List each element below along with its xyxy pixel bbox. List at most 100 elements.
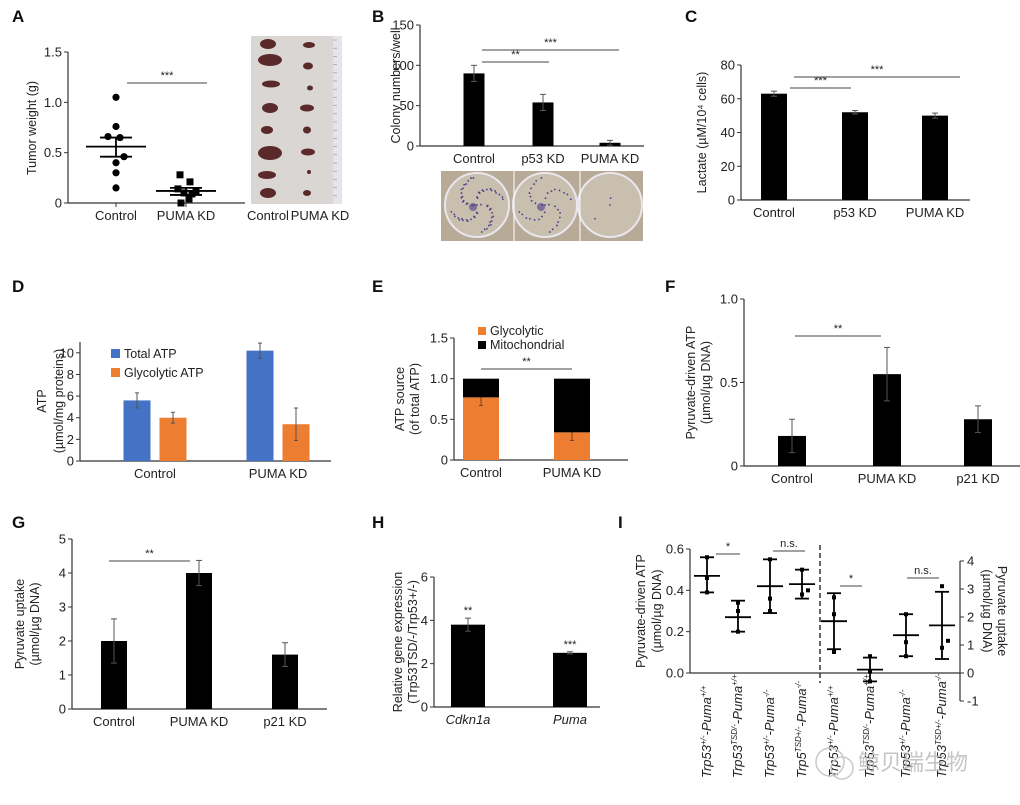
colony	[489, 188, 492, 190]
panel-c: C 0 20 40 60 80 Lactate (µM/10⁴ cells) Control p…	[685, 7, 970, 220]
y-tick-label: 2	[67, 432, 74, 447]
y-tick-label: 1.0	[430, 371, 448, 386]
data-point	[800, 592, 804, 597]
data-point	[768, 557, 772, 562]
right-y-tick-label: 0	[967, 666, 974, 681]
panel-letter-i: I	[618, 513, 623, 532]
tumor	[258, 171, 276, 179]
colony	[485, 188, 488, 191]
tumor	[307, 85, 313, 91]
bar	[246, 350, 274, 461]
y-axis-label: Pyruvate-driven ATP	[684, 326, 698, 440]
ruler	[333, 36, 342, 204]
colony	[462, 187, 464, 190]
tumor	[303, 190, 311, 196]
colony	[538, 218, 540, 221]
colony	[492, 215, 495, 218]
legend-label: Glycolytic	[490, 324, 543, 338]
data-point	[192, 188, 200, 196]
colony	[609, 197, 612, 200]
data-point	[180, 189, 188, 197]
series-total-atp	[123, 342, 274, 461]
genotype-sup1: TSD+/-	[794, 726, 803, 752]
legend-swatch	[478, 327, 486, 335]
significance-label: *	[726, 541, 731, 553]
colony-cluster	[469, 203, 477, 211]
colony	[470, 177, 472, 179]
genotype-base: Trp53	[862, 744, 877, 778]
genotype-sup2: -/-	[934, 673, 943, 681]
tumor	[307, 170, 311, 174]
x-tick-label: Control	[753, 205, 795, 220]
tumor-photo	[251, 36, 342, 204]
y-tick-label: 0	[421, 700, 428, 715]
y-tick-label: 4	[421, 613, 428, 628]
x-tick-label: Trp53TSD/--Puma+/+	[730, 674, 745, 778]
y-tick-label: 2	[421, 656, 428, 671]
genotype-mid: -Puma	[730, 686, 745, 724]
y-tick-label: 1	[59, 668, 66, 683]
colony	[530, 199, 533, 202]
y-tick-label: 1.0	[44, 95, 62, 110]
data-point	[104, 132, 112, 141]
photo-label-control: Control	[247, 208, 289, 223]
panel-e: E 0 0.5 1.0 1.5 ATP source (of total ATP) Contr…	[372, 277, 628, 480]
colony	[489, 221, 491, 223]
watermark-text: 鲸贝瑞生物	[858, 751, 968, 776]
data-point	[904, 612, 908, 617]
tumor	[258, 54, 282, 66]
significance-label: n.s.	[780, 538, 798, 550]
data-point	[176, 171, 184, 179]
colony	[463, 183, 466, 186]
y-axis-label: Lactate (µM/10⁴ cells)	[695, 72, 709, 194]
genotype-sup2: +/+	[862, 674, 871, 686]
x-tick-label: PUMA KD	[581, 151, 640, 166]
left-groups	[694, 555, 815, 634]
x-tick-label: Control	[93, 714, 135, 729]
colony-plate-photos	[441, 171, 643, 241]
y-axis-label: ATP source	[393, 367, 407, 431]
y-axis-label: ATP	[35, 389, 49, 412]
legend-swatch	[478, 341, 486, 349]
panel-letter-c: C	[685, 7, 697, 26]
y-tick-label: 1.0	[720, 292, 738, 307]
panel-letter-h: H	[372, 513, 384, 532]
colony	[569, 198, 572, 201]
x-tick-label: p21 KD	[956, 471, 999, 486]
data-point	[705, 555, 709, 560]
y-tick-label: 4	[59, 566, 66, 581]
genotype-sup2: +/+	[699, 685, 708, 697]
colony	[533, 183, 536, 185]
colony	[458, 218, 461, 221]
significance-label: ***	[814, 75, 828, 87]
panel-letter-d: D	[12, 277, 24, 296]
y-axis-label: Colony numbers/well	[389, 27, 403, 143]
tumor	[303, 42, 315, 48]
x-tick-label: Control	[134, 466, 176, 481]
colony	[491, 211, 494, 214]
colony	[476, 196, 478, 198]
colony	[461, 195, 464, 198]
colony	[554, 205, 556, 208]
data-point	[736, 609, 740, 613]
genotype-sup1: +/-	[898, 735, 907, 745]
colony	[558, 189, 561, 192]
colony	[535, 179, 538, 182]
x-tick-label: Control	[453, 151, 495, 166]
legend-swatch	[111, 368, 120, 377]
colony	[489, 223, 492, 226]
x-tick-label: Trp53+/--Puma-/-	[762, 689, 777, 778]
colony	[465, 183, 468, 185]
data-point	[112, 184, 120, 192]
x-tick-label: PUMA KD	[170, 714, 229, 729]
y-tick-label: 100	[392, 58, 414, 73]
data-point	[904, 640, 908, 645]
significance-label: **	[834, 323, 843, 335]
colony	[480, 203, 482, 206]
y-tick-label: 0.5	[44, 145, 62, 160]
colony	[460, 196, 463, 199]
colony	[472, 177, 475, 179]
genotype-sup1: +/-	[699, 735, 708, 745]
x-tick-label: Puma	[553, 712, 587, 727]
